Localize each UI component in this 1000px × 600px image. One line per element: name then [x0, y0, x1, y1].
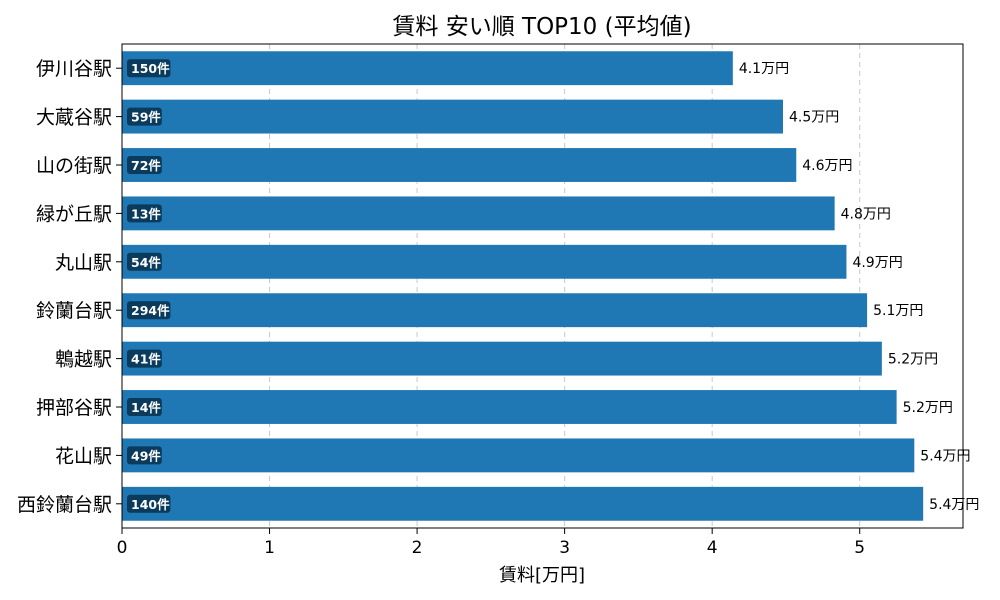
value-label: 5.4万円	[920, 448, 970, 464]
count-badge	[127, 252, 162, 271]
value-label: 5.2万円	[903, 400, 953, 416]
x-axis-label: 賃料[万円]	[499, 565, 585, 586]
value-label: 4.6万円	[802, 158, 852, 174]
x-tick-label: 3	[559, 538, 570, 558]
count-label: 49件	[131, 448, 161, 463]
bar	[122, 293, 868, 328]
category-label: 山の街駅	[36, 155, 112, 177]
count-label: 150件	[131, 61, 170, 76]
category-label: 押部谷駅	[36, 397, 112, 419]
count-label: 14件	[131, 400, 161, 415]
bar	[122, 148, 797, 182]
x-tick-label: 0	[117, 538, 128, 558]
count-label: 294件	[131, 303, 170, 318]
count-label: 41件	[131, 352, 161, 367]
count-label: 54件	[131, 255, 161, 270]
x-tick-label: 5	[854, 538, 865, 558]
bars: 4.1万円 150件 4.5万円 59件 4.6万円 72件 4.8万円 13件 4.9万円 54…	[122, 51, 979, 521]
value-label: 4.8万円	[841, 206, 891, 222]
count-label: 59件	[131, 110, 161, 125]
count-badge	[127, 107, 162, 126]
value-label: 5.4万円	[929, 497, 979, 513]
category-label: 花山駅	[55, 445, 112, 467]
bar	[122, 196, 835, 231]
value-label: 5.1万円	[873, 303, 923, 319]
count-label: 13件	[131, 206, 161, 221]
category-label: 大蔵谷駅	[36, 107, 112, 129]
bar	[122, 390, 897, 424]
x-tick-label: 4	[707, 538, 718, 558]
category-label: 鈴蘭台駅	[36, 300, 112, 322]
count-badge	[127, 59, 171, 78]
value-label: 4.5万円	[789, 110, 839, 126]
count-badge	[127, 446, 162, 465]
count-badge	[127, 156, 162, 174]
category-label: 鵯越駅	[55, 349, 112, 371]
bar	[122, 341, 882, 376]
category-label: 伊川谷駅	[36, 58, 112, 80]
value-label: 5.2万円	[888, 352, 938, 368]
bar	[122, 244, 847, 279]
bar	[122, 51, 733, 86]
bar	[122, 486, 924, 521]
plot-frame	[121, 43, 964, 529]
x-tick-label: 2	[412, 538, 423, 558]
bar	[122, 99, 783, 134]
category-label: 丸山駅	[55, 252, 112, 274]
count-badge	[127, 398, 162, 416]
count-label: 72件	[131, 158, 161, 173]
count-label: 140件	[131, 497, 170, 512]
count-badge	[127, 494, 171, 513]
value-label: 4.9万円	[852, 255, 902, 271]
axes: 0 1 2 3 4 5 伊川谷駅大蔵谷駅山の街駅緑が丘駅丸山駅鈴蘭台駅鵯越駅押部谷駅花山駅西…	[17, 58, 865, 558]
count-badge	[127, 349, 162, 368]
count-badge	[127, 204, 162, 223]
chart-title: 賃料 安い順 TOP10 (平均値)	[392, 14, 691, 40]
value-label: 4.1万円	[739, 61, 789, 77]
category-label: 緑が丘駅	[36, 203, 112, 225]
count-badge	[127, 301, 171, 320]
bar	[122, 438, 915, 473]
category-label: 西鈴蘭台駅	[17, 494, 112, 516]
x-tick-label: 1	[264, 538, 275, 558]
